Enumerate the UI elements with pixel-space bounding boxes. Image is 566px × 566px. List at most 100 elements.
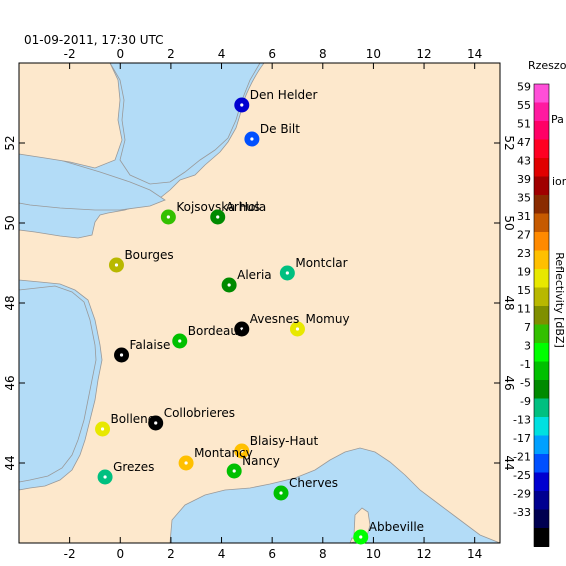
- station-center-dot: [285, 271, 289, 275]
- colorbar-swatch: [534, 454, 549, 473]
- station-label: Collobrieres: [164, 406, 235, 420]
- radar-station[interactable]: Den Helder: [234, 88, 318, 113]
- station-label: Momuy: [305, 312, 349, 326]
- colorbar-swatch: [534, 306, 549, 325]
- lon-label-top: 10: [366, 47, 381, 61]
- timestamp-label: 01-09-2011, 17:30 UTC: [24, 33, 164, 47]
- station-center-dot: [240, 327, 244, 331]
- colorbar-level-label: 55: [517, 99, 531, 112]
- lon-label-bottom: 8: [319, 547, 327, 561]
- radar-station[interactable]: Blaisy-Haut: [234, 434, 318, 459]
- station-label: Avesnes: [250, 312, 299, 326]
- station-center-dot: [184, 461, 188, 465]
- station-label: Den Helder: [250, 88, 318, 102]
- radar-station[interactable]: Aleria: [221, 268, 272, 293]
- colorbar-level-label: 27: [517, 228, 531, 241]
- lat-label-left: 46: [3, 375, 17, 390]
- lon-label-bottom: 12: [416, 547, 431, 561]
- lon-label-bottom: 10: [366, 547, 381, 561]
- radar-station[interactable]: Nancy: [226, 454, 280, 479]
- radar-station[interactable]: Momuy: [289, 312, 350, 337]
- station-label: Cherves: [289, 476, 338, 490]
- station-center-dot: [216, 215, 220, 219]
- station-center-dot: [359, 535, 363, 539]
- colorbar-swatch: [534, 158, 549, 177]
- station-center-dot: [240, 103, 244, 107]
- lon-label-top: 12: [416, 47, 431, 61]
- lon-label-top: 8: [319, 47, 327, 61]
- lon-label-top: 14: [467, 47, 482, 61]
- colorbar-swatch: [534, 287, 549, 307]
- radar-station[interactable]: Bourges: [108, 248, 174, 273]
- radar-station[interactable]: Bollene: [95, 412, 155, 437]
- radar-station[interactable]: Kojsovska Hola: [160, 200, 266, 225]
- lon-label-bottom: 0: [116, 547, 124, 561]
- lat-label-right: 46: [502, 375, 516, 390]
- colorbar-level-label: 35: [517, 191, 531, 204]
- edge-label-pa: Pa: [551, 113, 564, 126]
- colorbar-swatch: [534, 472, 549, 492]
- station-label: Montclar: [295, 256, 347, 270]
- lat-label-left: 48: [3, 295, 17, 310]
- colorbar-swatch: [534, 195, 549, 214]
- colorbar-swatch: [534, 435, 549, 455]
- colorbar-level-label: 19: [517, 265, 531, 278]
- radar-station[interactable]: Montancy: [178, 446, 253, 471]
- station-label: Montancy: [194, 446, 253, 460]
- station-center-dot: [295, 327, 300, 331]
- colorbar-swatch: [534, 361, 549, 381]
- colorbar-level-label: 11: [517, 302, 531, 315]
- colorbar-level-label: 39: [517, 173, 531, 186]
- station-center-dot: [232, 469, 236, 473]
- colorbar-level-label: 47: [517, 136, 531, 149]
- station-label: Bollene: [111, 412, 156, 426]
- station-center-dot: [240, 449, 244, 453]
- radar-station[interactable]: Avesnes: [234, 312, 299, 337]
- radar-station[interactable]: Grezes: [97, 460, 155, 485]
- station-center-dot: [178, 339, 182, 343]
- colorbar-level-label: 59: [517, 80, 531, 93]
- radar-station[interactable]: De Bilt: [244, 122, 300, 147]
- station-center-dot: [119, 353, 124, 357]
- lon-label-top: 4: [218, 47, 226, 61]
- colorbar-swatch: [534, 528, 549, 547]
- colorbar-swatch: [534, 343, 549, 362]
- station-label: Kojsovska Hola: [176, 200, 266, 214]
- radar-station[interactable]: Cherves: [273, 476, 339, 501]
- radar-station[interactable]: Falaise: [114, 338, 170, 363]
- station-center-dot: [100, 427, 105, 431]
- station-center-dot: [227, 283, 231, 287]
- lon-label-top: -2: [64, 47, 76, 61]
- radar-station[interactable]: Abbeville: [353, 520, 424, 545]
- lat-label-right: 44: [502, 455, 516, 470]
- station-label: Aleria: [237, 268, 272, 282]
- station-label: Grezes: [113, 460, 154, 474]
- colorbar-level-label: 3: [524, 339, 531, 352]
- lat-label-right: 48: [502, 295, 516, 310]
- station-center-dot: [103, 475, 107, 479]
- lon-label-bottom: 2: [167, 547, 175, 561]
- station-center-dot: [250, 137, 254, 141]
- colorbar-swatch: [534, 250, 549, 270]
- station-center-dot: [114, 263, 119, 267]
- radar-station[interactable]: Collobrieres: [148, 406, 235, 431]
- station-label: De Bilt: [260, 122, 300, 136]
- colorbar-level-label: 31: [517, 210, 531, 223]
- colorbar-swatch: [534, 417, 549, 436]
- lat-label-left: 50: [3, 215, 17, 230]
- radar-station[interactable]: Bordeaux: [172, 324, 245, 349]
- colorbar-level-label: -21: [513, 450, 531, 463]
- colorbar-level-label: -29: [513, 487, 531, 500]
- radar-station[interactable]: Arhus: [210, 200, 260, 225]
- lat-label-right: 52: [502, 135, 516, 150]
- colorbar-swatch: [534, 121, 549, 140]
- radar-station[interactable]: Montclar: [279, 256, 348, 281]
- lat-label-right: 50: [502, 215, 516, 230]
- colorbar-swatch: [534, 139, 549, 159]
- colorbar-swatch: [534, 102, 549, 122]
- station-label: Arhus: [226, 200, 260, 214]
- station-label: Falaise: [130, 338, 171, 352]
